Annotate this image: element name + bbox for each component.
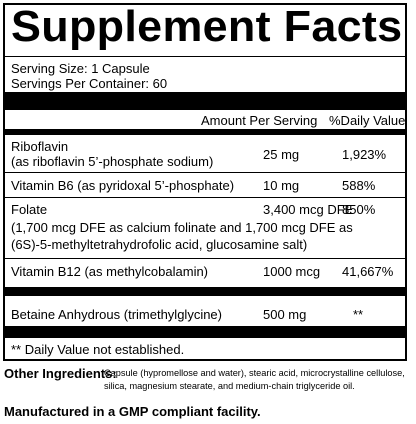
row-divider xyxy=(5,172,405,173)
nutrient-amount: 10 mg xyxy=(263,178,300,193)
nutrient-amount: 25 mg xyxy=(263,147,300,162)
row-divider xyxy=(5,258,405,259)
manufacturing-note: Manufactured in a GMP compliant facility… xyxy=(4,404,261,419)
nutrient-daily-value: 41,667% xyxy=(342,264,394,279)
thick-divider xyxy=(5,92,405,110)
supplement-facts-panel: Supplement Facts Serving Size: 1 Capsule… xyxy=(3,2,407,361)
panel-title: Supplement Facts xyxy=(11,2,403,51)
other-ingredients-label: Other Ingredients: xyxy=(4,366,117,381)
nutrient-daily-value: 1,923% xyxy=(342,147,387,162)
row-divider xyxy=(5,197,405,198)
nutrient-source-continued: (6S)-5-methyltetrahydrofolic acid, gluco… xyxy=(11,237,308,252)
serving-size: Serving Size: 1 Capsule xyxy=(11,61,150,76)
nutrient-daily-value: 850% xyxy=(342,202,376,217)
other-ingredients-text: Capsule (hypromellose and water), steari… xyxy=(104,368,405,391)
nutrient-amount: 1000 mcg xyxy=(263,264,321,279)
nutrient-amount: 500 mg xyxy=(263,307,307,322)
nutrient-name: Betaine Anhydrous (trimethylglycine) xyxy=(11,307,222,322)
footnote: ** Daily Value not established. xyxy=(11,342,185,357)
nutrient-amount: 3,400 mcg DFE xyxy=(263,202,354,217)
divider xyxy=(5,56,405,57)
nutrient-daily-value: ** xyxy=(353,307,364,322)
daily-value-header: %Daily Value xyxy=(329,113,406,128)
thick-divider xyxy=(5,326,405,338)
nutrient-source: (1,700 mcg DFE as calcium folinate and 1… xyxy=(11,220,353,235)
servings-per-container: Servings Per Container: 60 xyxy=(11,76,168,91)
nutrient-name: Vitamin B12 (as methylcobalamin) xyxy=(11,264,209,279)
nutrient-source: (as riboflavin 5’-phosphate sodium) xyxy=(11,154,214,169)
nutrient-name: Vitamin B6 (as pyridoxal 5’-phosphate) xyxy=(11,178,235,193)
nutrient-name: Riboflavin xyxy=(11,139,69,154)
medium-divider xyxy=(5,287,405,296)
amount-header: Amount Per Serving xyxy=(201,113,318,128)
nutrient-daily-value: 588% xyxy=(342,178,376,193)
nutrient-name: Folate xyxy=(11,202,48,217)
medium-divider xyxy=(5,129,405,135)
